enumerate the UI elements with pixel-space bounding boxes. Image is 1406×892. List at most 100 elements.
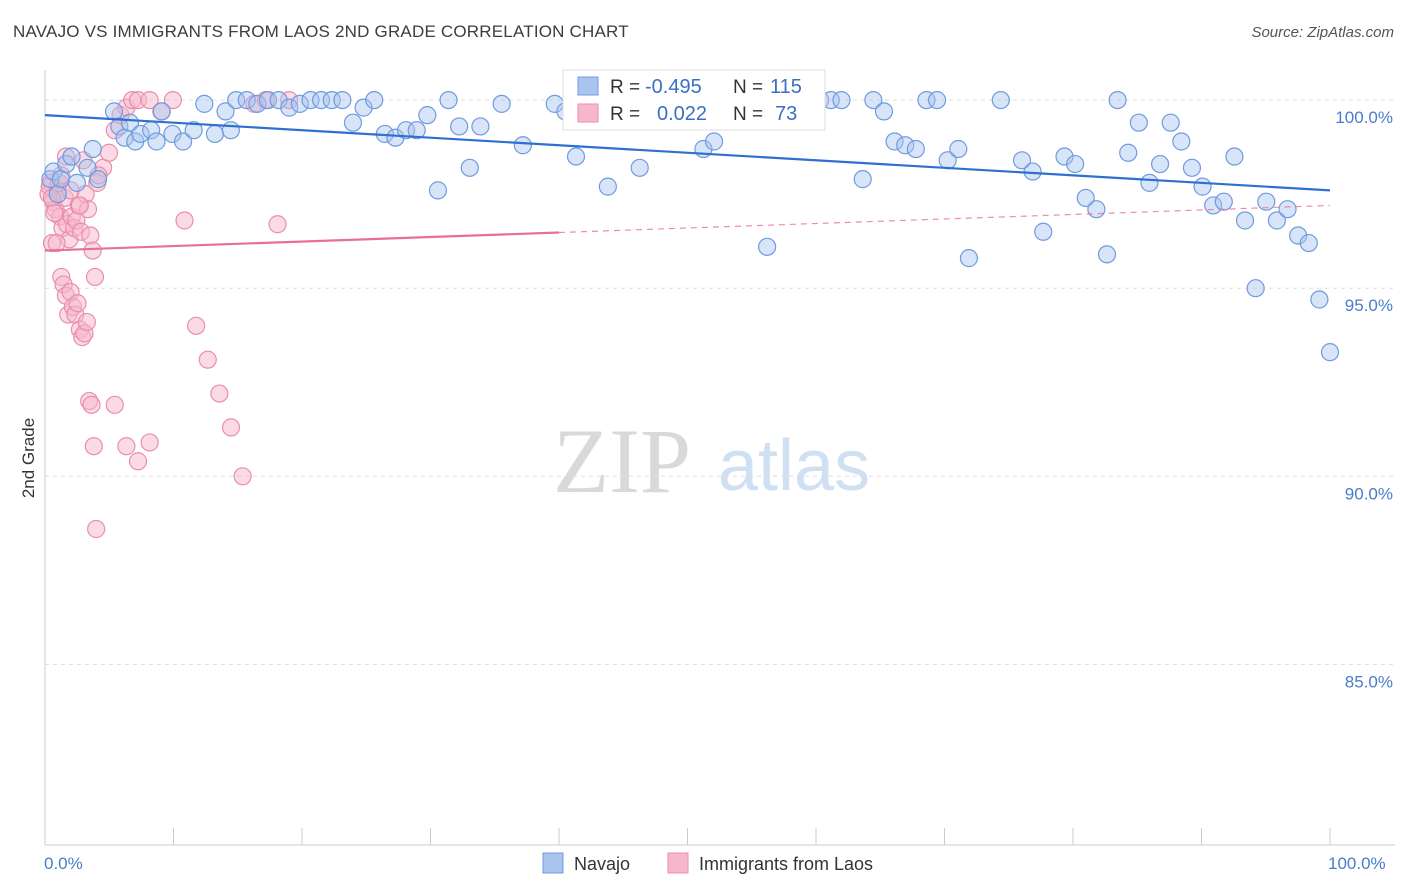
navajo-point-29 [258, 90, 278, 110]
y-tick-labels: 100.0% 95.0% 90.0% 85.0% [1335, 108, 1393, 691]
navajo-point-90 [1066, 154, 1085, 174]
navajo-point-42 [396, 121, 416, 140]
navajo-point-109 [1267, 211, 1287, 230]
laos-point-30 [82, 395, 101, 414]
navajo-point-50 [492, 94, 511, 113]
navajo-point-100 [1172, 132, 1191, 151]
navajo-point-18 [152, 102, 171, 121]
trend-line-laos-solid [44, 231, 560, 252]
laos-point-43 [85, 267, 105, 287]
trend-line-laos-dashed [558, 204, 1331, 234]
laos-point-70 [56, 147, 76, 166]
navajo-point-76 [874, 102, 894, 121]
laos-point-71 [70, 196, 89, 215]
navajo-point-26 [227, 90, 246, 110]
navajo-point-86 [1012, 151, 1032, 170]
navajo-point-13 [120, 113, 140, 132]
legend-r-value-laos: 0.022 [657, 103, 707, 125]
laos-point-59 [221, 418, 241, 437]
legend-r-label-navajo: R = [610, 77, 640, 98]
navajo-point-41 [386, 128, 405, 147]
legend-bottom-label-laos: Immigrants from Laos [699, 854, 873, 874]
navajo-point-17 [147, 132, 166, 151]
laos-point-32 [87, 519, 106, 539]
navajo-point-35 [322, 90, 341, 110]
navajo-point-111 [1289, 226, 1308, 245]
legend-bottom-swatch-navajo [542, 852, 564, 874]
y-tick-label-95: 95.0% [1345, 296, 1393, 315]
series-navajo-points [41, 90, 1340, 362]
laos-point-65 [105, 395, 124, 414]
legend-r-label-laos: R = [610, 104, 640, 125]
navajo-point-78 [896, 136, 915, 155]
laos-point-42 [83, 241, 102, 260]
laos-point-68 [140, 433, 159, 452]
legend-n-label-navajo: N = [733, 77, 763, 98]
series-laos-points [39, 90, 299, 539]
navajo-point-101 [1182, 158, 1202, 177]
navajo-point-102 [1193, 177, 1212, 196]
navajo-point-110 [1278, 200, 1297, 219]
legend-bottom-label-navajo: Navajo [574, 854, 630, 874]
navajo-point-44 [418, 106, 437, 125]
navajo-point-28 [248, 94, 267, 113]
navajo-point-54 [566, 147, 586, 166]
navajo-point-25 [221, 121, 240, 140]
navajo-point-33 [301, 90, 320, 110]
trend-line-navajo [44, 114, 1331, 192]
legend-top: R = -0.495 N = 115 R = 0.022 N = 73 [562, 69, 826, 131]
y-tick-label-100: 100.0% [1335, 108, 1393, 127]
legend-r-value-navajo: -0.495 [645, 76, 702, 98]
navajo-point-91 [1076, 188, 1095, 208]
navajo-point-20 [173, 132, 193, 151]
navajo-point-6 [67, 173, 86, 192]
navajo-point-73 [832, 90, 851, 110]
legend-swatch-laos [577, 103, 599, 123]
navajo-point-37 [343, 113, 363, 132]
navajo-point-89 [1055, 147, 1074, 166]
laos-point-64 [280, 90, 299, 110]
navajo-point-46 [439, 90, 458, 110]
navajo-point-83 [949, 139, 968, 159]
navajo-point-36 [333, 90, 352, 110]
navajo-point-112 [1299, 233, 1318, 253]
watermark-atlas: atlas [718, 426, 870, 506]
navajo-point-99 [1161, 113, 1180, 132]
laos-point-35 [45, 203, 64, 223]
laos-point-46 [99, 143, 119, 162]
navajo-point-5 [62, 147, 81, 166]
laos-point-24 [68, 294, 87, 313]
trend-lines [44, 114, 1331, 252]
laos-point-56 [187, 316, 206, 335]
grid-lines [45, 99, 1395, 665]
laos-point-55 [175, 211, 194, 230]
y-tick-label-85: 85.0% [1345, 672, 1393, 691]
legend-swatch-navajo [577, 76, 599, 96]
navajo-point-32 [290, 94, 309, 113]
source-label: Source: ZipAtlas.com [1251, 24, 1394, 41]
navajo-point-106 [1235, 211, 1255, 230]
y-tick-label-90: 90.0% [1345, 484, 1393, 503]
legend-bottom: Navajo Immigrants from Laos [542, 852, 873, 874]
navajo-point-64 [704, 132, 724, 151]
navajo-point-34 [312, 90, 331, 110]
navajo-point-47 [450, 117, 469, 136]
legend-n-value-laos: 73 [775, 103, 797, 125]
navajo-point-24 [216, 102, 235, 121]
laos-point-28 [77, 312, 96, 332]
navajo-point-59 [630, 158, 649, 177]
laos-point-16 [47, 233, 66, 253]
navajo-point-15 [131, 124, 150, 144]
navajo-point-96 [1129, 113, 1148, 132]
navajo-point-51 [513, 136, 532, 155]
laos-point-41 [81, 226, 100, 245]
navajo-point-104 [1214, 192, 1233, 211]
navajo-point-85 [991, 90, 1010, 110]
navajo-point-93 [1097, 245, 1117, 264]
navajo-point-21 [184, 121, 203, 140]
laos-point-58 [210, 384, 229, 403]
navajo-point-2 [48, 185, 67, 204]
laos-point-63 [268, 215, 287, 234]
navajo-point-30 [269, 90, 288, 110]
